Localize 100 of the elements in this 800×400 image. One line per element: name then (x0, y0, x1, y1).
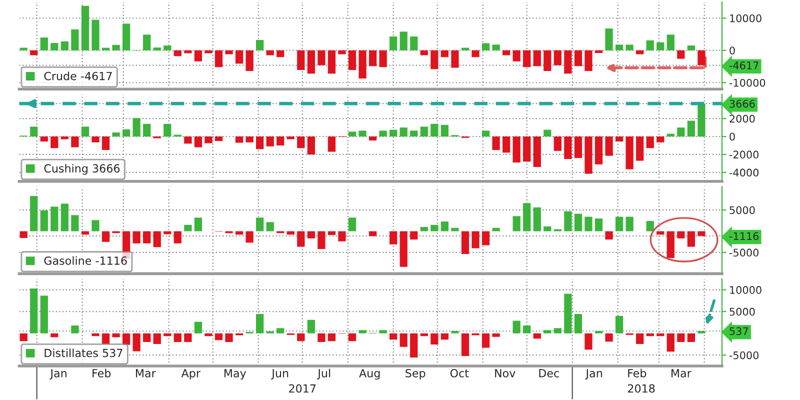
bar (204, 50, 212, 54)
bar (307, 136, 315, 154)
bar (174, 231, 182, 244)
bar (112, 44, 120, 50)
bar (214, 333, 223, 340)
x-tick-label: Oct (450, 368, 469, 378)
y-tick-label: 10000 (730, 286, 762, 294)
bar (451, 330, 459, 334)
bar (656, 231, 664, 235)
y-tick-label: 3666 (730, 100, 755, 108)
bar (512, 136, 520, 163)
bar (368, 231, 377, 236)
bar (50, 42, 58, 50)
bar (677, 231, 685, 238)
bar (297, 333, 305, 342)
bar (174, 333, 182, 342)
bar (656, 136, 664, 142)
bar (390, 333, 398, 340)
bar (410, 333, 418, 358)
bar (276, 50, 284, 58)
bar (533, 136, 541, 168)
bar (656, 42, 664, 50)
bar (40, 296, 48, 334)
bar (204, 136, 212, 144)
y-tick-label: -2000 (729, 150, 759, 159)
y-tick-label: 0 (730, 46, 735, 54)
bar (687, 46, 696, 50)
bar (512, 216, 520, 232)
bar (318, 50, 326, 66)
bar (143, 34, 151, 50)
bar (143, 124, 151, 136)
bar (60, 204, 68, 232)
bar (40, 210, 48, 232)
x-tick-label: Jun (271, 369, 288, 380)
bar (430, 333, 438, 344)
bar (286, 231, 294, 235)
x-tick-label: Mar (672, 369, 692, 378)
bar (328, 333, 336, 342)
bar (71, 136, 79, 148)
bar (615, 316, 624, 334)
bar (626, 216, 634, 232)
bar (368, 136, 377, 141)
bar (544, 50, 552, 72)
bar (615, 44, 624, 50)
bar (584, 333, 592, 350)
bar (235, 231, 244, 235)
bar (420, 126, 428, 136)
bar (646, 221, 654, 232)
bar (297, 136, 305, 148)
y-tick-label: 10000 (730, 14, 762, 22)
bar (615, 216, 624, 232)
x-tick-label: Feb (628, 368, 646, 378)
bar (348, 132, 356, 136)
bar (400, 333, 408, 347)
bar (430, 224, 438, 232)
bar (40, 37, 48, 50)
x2-tick-label: 2017 (289, 384, 316, 393)
bar (410, 130, 418, 136)
bar (400, 128, 408, 136)
bar (451, 228, 459, 232)
bar (461, 333, 470, 356)
bar (338, 50, 346, 54)
bar (184, 136, 192, 144)
bar (132, 333, 140, 352)
bar (318, 231, 326, 250)
bar (420, 226, 428, 232)
x-tick-label: Jan (585, 369, 602, 380)
bar (297, 231, 305, 247)
bar (554, 136, 562, 151)
bar (646, 40, 654, 50)
bar (225, 50, 233, 54)
bar (276, 328, 284, 334)
bar (410, 231, 418, 240)
bar (698, 104, 706, 136)
bar (440, 124, 449, 136)
bar (554, 328, 562, 334)
bar (482, 231, 490, 246)
bar (594, 330, 603, 334)
y-tick-label: 537 (730, 327, 748, 336)
bar (112, 132, 120, 136)
bar (358, 50, 366, 78)
bar (646, 136, 654, 148)
x-tick-label: Sep (406, 368, 426, 380)
bar (574, 214, 582, 232)
bar (461, 48, 470, 50)
bar (626, 136, 634, 170)
bar (184, 333, 192, 342)
bar (451, 50, 459, 68)
y-tick-label: 5000 (730, 308, 755, 316)
bar (235, 50, 244, 64)
bar (390, 130, 398, 136)
bar (81, 126, 90, 136)
bar (132, 231, 140, 244)
bar (554, 50, 562, 66)
bar (698, 50, 706, 66)
bar (246, 231, 254, 243)
bar (214, 136, 223, 141)
x-tick-label: Nov (495, 369, 516, 378)
bar (584, 136, 592, 174)
bar (523, 326, 531, 334)
